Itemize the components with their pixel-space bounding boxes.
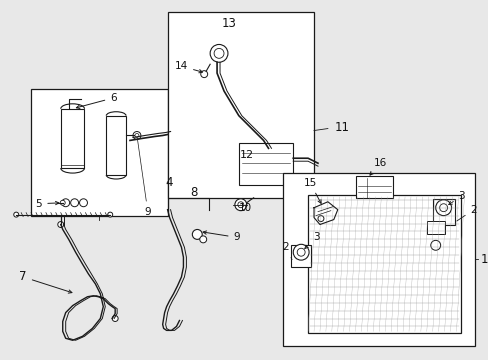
Bar (31, 89, 167, 216)
Text: 3: 3 (448, 191, 464, 204)
Circle shape (80, 199, 87, 207)
Text: 9: 9 (203, 231, 240, 242)
Text: 8: 8 (190, 186, 198, 199)
Bar (291, 245, 310, 267)
Circle shape (210, 44, 227, 62)
Text: 3: 3 (304, 233, 319, 249)
Bar (238, 143, 293, 185)
Bar (106, 116, 126, 175)
Circle shape (293, 244, 308, 260)
Circle shape (317, 216, 323, 221)
Circle shape (70, 199, 79, 207)
Circle shape (135, 134, 139, 138)
Circle shape (133, 131, 141, 139)
Text: 5: 5 (36, 199, 59, 209)
Circle shape (14, 212, 19, 217)
Circle shape (201, 71, 207, 78)
Circle shape (61, 199, 69, 207)
Text: 7: 7 (20, 270, 72, 293)
Text: 6: 6 (76, 93, 117, 108)
Text: 10: 10 (239, 203, 252, 213)
Text: 9: 9 (137, 138, 151, 217)
Text: 2: 2 (282, 242, 291, 260)
Text: 14: 14 (175, 61, 202, 73)
Circle shape (430, 240, 440, 250)
Text: 11: 11 (334, 121, 349, 134)
Polygon shape (313, 202, 337, 225)
Circle shape (107, 212, 112, 217)
Bar (167, 12, 313, 198)
Bar (355, 176, 392, 198)
Circle shape (234, 199, 246, 211)
Circle shape (199, 236, 206, 243)
Circle shape (297, 248, 305, 256)
Circle shape (192, 229, 202, 239)
Text: 15: 15 (303, 178, 321, 203)
Circle shape (435, 200, 450, 216)
Circle shape (237, 202, 244, 208)
Circle shape (214, 48, 224, 58)
Text: 2: 2 (456, 205, 476, 221)
Text: 12: 12 (239, 150, 253, 160)
Text: 13: 13 (221, 17, 236, 30)
Bar (426, 221, 444, 234)
Bar (307, 195, 461, 333)
Circle shape (60, 200, 65, 205)
Bar (61, 109, 84, 168)
Bar (283, 173, 474, 346)
Circle shape (439, 204, 447, 212)
Bar (432, 199, 453, 225)
Text: 16: 16 (369, 158, 386, 175)
Circle shape (58, 221, 63, 228)
Text: 4: 4 (165, 176, 173, 189)
Text: 1: 1 (479, 253, 487, 266)
Circle shape (112, 316, 118, 321)
